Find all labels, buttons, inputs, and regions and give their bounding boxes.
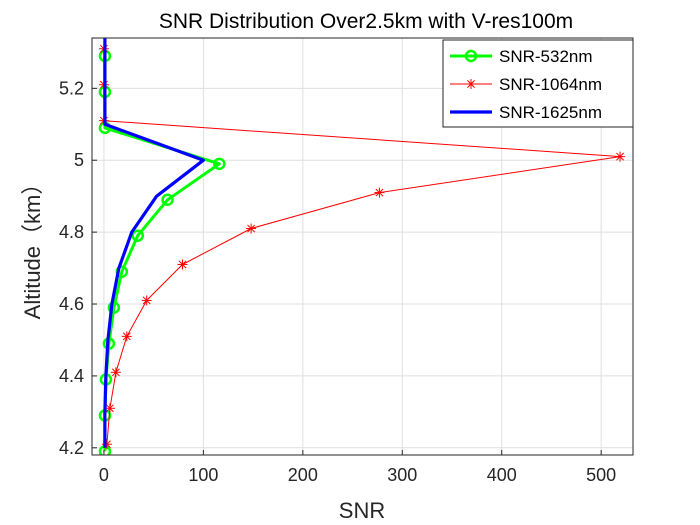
y-tick-label: 4.6	[59, 294, 84, 314]
y-tick-label: 4.8	[59, 222, 84, 242]
x-tick-label: 500	[586, 465, 616, 485]
series-line-snr-1625nm	[103, 38, 205, 448]
x-tick-label: 100	[188, 465, 218, 485]
legend-entry-snr-1064nm: SNR-1064nm	[450, 75, 602, 94]
data-point-snr-532nm	[161, 193, 174, 207]
x-tick-label: 0	[99, 465, 109, 485]
legend-label: SNR-532nm	[499, 47, 593, 66]
y-tick-label: 4.2	[59, 438, 84, 458]
data-point-snr-1064nm	[177, 259, 188, 270]
data-point-snr-1064nm	[615, 151, 626, 162]
data-point-snr-1064nm	[246, 223, 257, 234]
data-point-snr-1064nm	[141, 295, 152, 306]
data-point-snr-532nm	[107, 301, 121, 314]
data-point-snr-532nm	[131, 229, 144, 242]
data-point-snr-1064nm	[374, 187, 385, 198]
x-tick-label: 200	[288, 465, 318, 485]
x-tick-label: 400	[487, 465, 517, 485]
legend-marker	[464, 49, 478, 63]
legend-label: SNR-1625nm	[499, 103, 602, 122]
x-tick-label: 300	[387, 465, 417, 485]
data-point-snr-1064nm	[110, 367, 121, 378]
series-layer	[98, 38, 626, 455]
x-axis-label: SNR	[339, 498, 385, 523]
chart-title: SNR Distribution Over2.5km with V-res100…	[159, 10, 573, 33]
legend: SNR-532nm SNR-1064nm SNR-1625nm	[442, 39, 634, 128]
legend-entry-snr-532nm: SNR-532nm	[450, 47, 593, 66]
legend-label: SNR-1064nm	[499, 75, 602, 94]
axis-ticks: 0 100 200 300 400 500 4.2 4.4 4.6 4.8 5 5.2	[59, 78, 616, 485]
data-point-snr-532nm	[213, 157, 226, 171]
data-point-snr-1064nm	[121, 331, 132, 342]
legend-entry-snr-1625nm: SNR-1625nm	[450, 103, 602, 122]
legend-marker	[466, 79, 476, 89]
y-tick-label: 5	[74, 150, 84, 170]
y-axis-label: Altitude（km）	[20, 173, 45, 320]
y-tick-label: 4.4	[59, 366, 84, 386]
y-tick-label: 5.2	[59, 78, 84, 98]
series-snr-1625nm	[103, 38, 205, 448]
axes-box	[91, 37, 634, 456]
